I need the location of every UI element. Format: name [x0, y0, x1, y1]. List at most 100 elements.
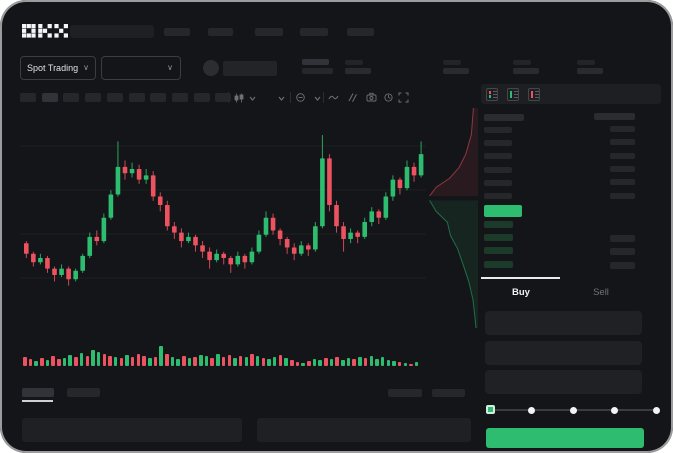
nav-item-placeholder[interactable]: [208, 28, 233, 36]
bid-price-row[interactable]: [484, 260, 513, 268]
indicators-chevron-icon[interactable]: [312, 93, 323, 104]
drawing-tools-icon[interactable]: [347, 92, 358, 103]
volume-bar: [341, 360, 345, 366]
volume-bar: [375, 359, 379, 366]
volume-bar: [142, 356, 146, 366]
ask-price-row[interactable]: [484, 153, 512, 160]
candle-down: [207, 251, 212, 261]
candle-down: [66, 268, 71, 280]
price-change-placeholder: [302, 68, 333, 74]
timeframe-button[interactable]: [193, 93, 210, 102]
candle-down: [397, 179, 403, 189]
candle-style-icon[interactable]: [233, 92, 244, 103]
bottom-tab-active[interactable]: [22, 388, 54, 397]
ask-price-row[interactable]: [484, 140, 512, 147]
candle-up: [214, 253, 219, 261]
slider-stop[interactable]: [611, 406, 618, 414]
tab-sell[interactable]: Sell: [593, 287, 609, 298]
ask-price-row[interactable]: [484, 166, 512, 173]
candle-down: [157, 196, 163, 206]
volume-bar: [346, 358, 351, 366]
timeframe-button[interactable]: [128, 93, 145, 102]
volume-bar: [335, 357, 339, 366]
candle-down: [122, 166, 128, 174]
order-input-field[interactable]: [485, 340, 642, 365]
candle-up: [80, 255, 85, 271]
last-price-bar[interactable]: [484, 205, 522, 217]
volume-bar: [369, 356, 374, 366]
timeframe-button[interactable]: [171, 93, 188, 102]
timeframe-button[interactable]: [41, 93, 58, 102]
volume-bar: [238, 356, 243, 366]
ask-price-row[interactable]: [484, 127, 512, 133]
slider-stop[interactable]: [569, 406, 577, 414]
candle-style-chevron-icon[interactable]: [247, 93, 258, 104]
candle-up: [108, 194, 114, 218]
volume-bar: [153, 357, 158, 366]
timeframe-button[interactable]: [215, 93, 232, 102]
bid-price-row[interactable]: [484, 234, 513, 242]
volume-bar: [176, 359, 180, 366]
candle-up: [383, 196, 389, 218]
candle-up: [186, 236, 191, 242]
volume-bar: [159, 346, 163, 366]
stat-label-placeholder: [513, 59, 531, 65]
volume-bar: [119, 358, 124, 366]
ask-price-row[interactable]: [484, 193, 512, 199]
bottom-tab[interactable]: [67, 388, 100, 397]
timeframe-button[interactable]: [20, 93, 36, 102]
candle-down: [165, 205, 170, 227]
nav-item-placeholder[interactable]: [255, 28, 283, 36]
book-combined-icon[interactable]: [486, 88, 498, 101]
candlestick-chart-canvas[interactable]: [20, 108, 426, 332]
candle-down: [136, 169, 142, 180]
chevron-down-icon: ∨: [167, 63, 173, 72]
bid-price-row[interactable]: [484, 221, 513, 228]
interval-chevron-icon[interactable]: [276, 93, 287, 104]
okx-logo: OKX: [22, 24, 68, 39]
line-tool-icon[interactable]: [328, 92, 339, 103]
candle-down: [334, 205, 339, 227]
fullscreen-icon[interactable]: [398, 92, 409, 103]
nav-item-placeholder[interactable]: [347, 28, 374, 36]
stat-value-placeholder: [443, 68, 469, 74]
tab-buy[interactable]: Buy: [512, 287, 530, 298]
pair-selector[interactable]: ∨: [101, 56, 181, 80]
timeframe-button[interactable]: [85, 93, 102, 102]
search-input[interactable]: [70, 25, 154, 38]
candle-up: [390, 179, 396, 197]
indicators-icon[interactable]: [295, 92, 306, 103]
volume-bar: [130, 357, 135, 366]
slider-stop[interactable]: [528, 406, 535, 414]
timeframe-button[interactable]: [106, 93, 123, 102]
volume-bar: [272, 357, 277, 366]
nav-item-placeholder[interactable]: [300, 28, 328, 36]
bottom-tab-right[interactable]: [388, 389, 422, 397]
chart-settings-icon[interactable]: [383, 92, 394, 103]
screenshot-icon[interactable]: [366, 92, 377, 103]
volume-bar: [250, 354, 254, 366]
order-input-field[interactable]: [485, 370, 642, 394]
candle-up: [249, 251, 255, 263]
bottom-tab-underline: [22, 400, 53, 402]
volume-bar: [312, 359, 317, 366]
volume-bar: [352, 359, 356, 366]
volume-bar: [204, 356, 209, 366]
volume-bar: [284, 358, 288, 366]
slider-stop[interactable]: [652, 406, 660, 414]
book-asks-only-icon[interactable]: [528, 88, 540, 101]
bottom-tab-right[interactable]: [432, 389, 465, 397]
bid-price-row[interactable]: [484, 247, 513, 255]
trading-mode-selector[interactable]: Spot Trading ∨: [20, 56, 96, 80]
nav-item-placeholder[interactable]: [164, 28, 190, 36]
book-bids-only-icon[interactable]: [507, 88, 519, 101]
timeframe-button[interactable]: [150, 93, 167, 102]
submit-buy-button[interactable]: [486, 428, 644, 448]
candle-up: [59, 268, 64, 275]
candle-down: [284, 238, 290, 248]
slider-handle[interactable]: [485, 405, 495, 414]
candle-down: [52, 268, 57, 275]
ask-price-row[interactable]: [484, 179, 512, 186]
timeframe-button[interactable]: [63, 93, 80, 102]
order-input-field[interactable]: [485, 311, 642, 335]
